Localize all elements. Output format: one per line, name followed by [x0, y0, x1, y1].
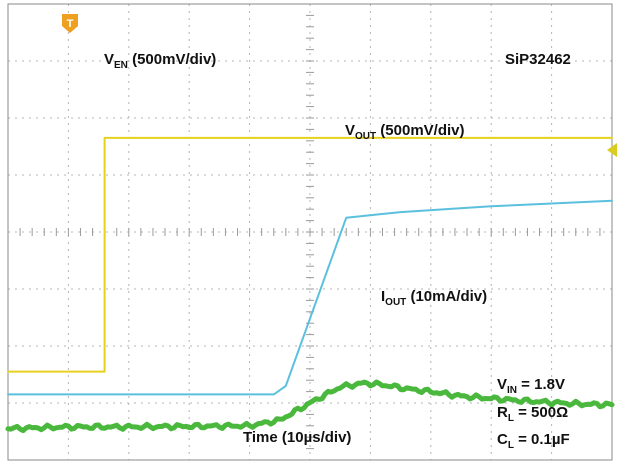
- trace-ven: [7, 136, 613, 373]
- level-marker-icon: [607, 143, 617, 157]
- series-label-iout: IOUT (10mA/div): [381, 288, 487, 308]
- series-label-ven: VEN (500mV/div): [104, 51, 216, 71]
- device-label: SiP32462: [505, 51, 571, 68]
- x-axis-label: Time (10µs/div): [243, 429, 351, 446]
- traces: [5, 136, 615, 434]
- trace-iout: [5, 379, 615, 434]
- condition-vin: VIN = 1.8V: [497, 376, 565, 396]
- condition-cl: CL = 0.1µF: [497, 431, 570, 451]
- condition-rl: RL = 500Ω: [497, 404, 568, 424]
- series-label-vout: VOUT (500mV/div): [345, 122, 465, 142]
- plot-frame: [7, 3, 613, 461]
- trace-vout: [7, 199, 613, 396]
- trigger-marker-icon: T: [62, 14, 78, 33]
- trigger-marker-glyph: T: [67, 18, 74, 30]
